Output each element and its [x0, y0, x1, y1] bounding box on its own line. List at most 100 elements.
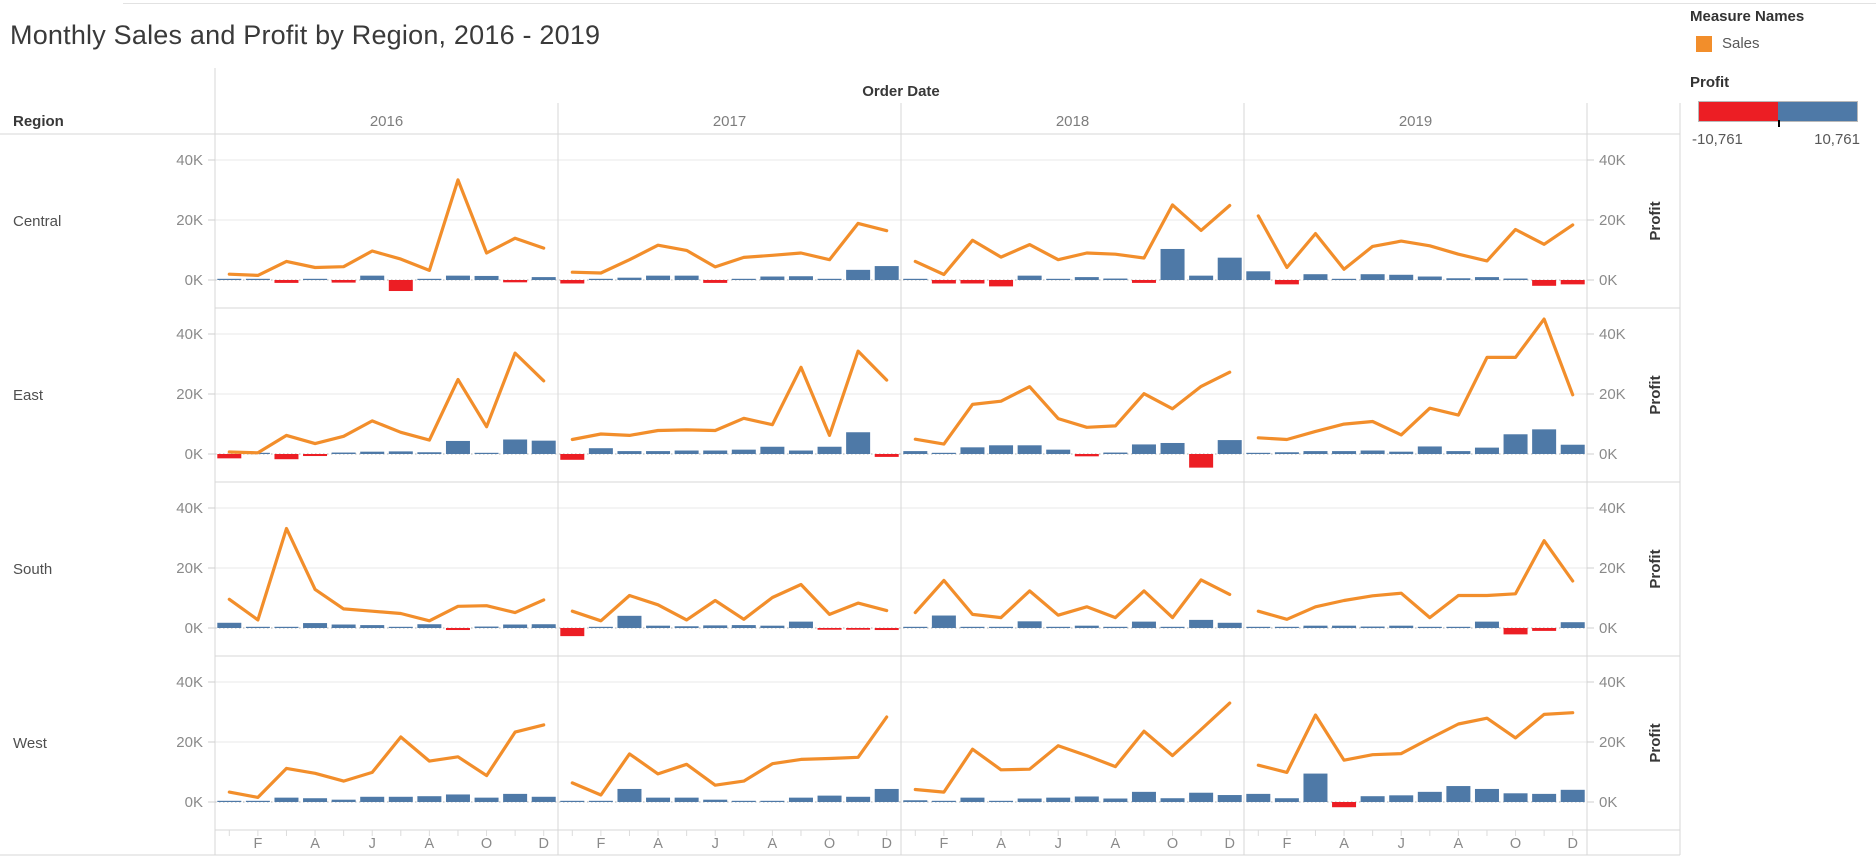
profit-bar[interactable]: [245, 800, 270, 802]
profit-bar[interactable]: [1446, 786, 1471, 802]
profit-bar[interactable]: [1103, 452, 1128, 454]
profit-bar[interactable]: [303, 278, 328, 280]
profit-bar[interactable]: [1217, 795, 1242, 802]
profit-bar[interactable]: [846, 796, 871, 802]
profit-bar[interactable]: [417, 796, 442, 802]
profit-bar[interactable]: [360, 275, 385, 280]
profit-bar[interactable]: [931, 615, 956, 628]
profit-bar[interactable]: [1560, 622, 1585, 628]
region-row-header[interactable]: East: [13, 387, 44, 404]
profit-bar[interactable]: [703, 625, 728, 628]
profit-bar[interactable]: [1417, 791, 1442, 802]
profit-bar[interactable]: [674, 450, 699, 454]
profit-bar[interactable]: [1274, 798, 1299, 802]
profit-bar[interactable]: [245, 626, 270, 628]
sales-line[interactable]: [570, 349, 889, 442]
profit-bar[interactable]: [1074, 796, 1099, 802]
profit-bar[interactable]: [1389, 625, 1414, 628]
profit-bar[interactable]: [1360, 796, 1385, 802]
profit-bar[interactable]: [1532, 628, 1557, 631]
profit-bar[interactable]: [1417, 626, 1442, 628]
profit-bar[interactable]: [1303, 274, 1328, 280]
sales-line[interactable]: [570, 582, 889, 623]
profit-bar[interactable]: [1046, 797, 1071, 802]
profit-bar[interactable]: [1189, 792, 1214, 802]
profit-bar[interactable]: [388, 796, 413, 802]
sales-line[interactable]: [913, 701, 1232, 794]
profit-bar[interactable]: [503, 280, 528, 283]
profit-bar[interactable]: [1474, 277, 1499, 280]
profit-bar[interactable]: [1017, 445, 1042, 454]
profit-bar[interactable]: [1131, 621, 1156, 628]
profit-bar[interactable]: [960, 447, 985, 454]
profit-bar[interactable]: [846, 269, 871, 280]
profit-bar[interactable]: [503, 439, 528, 455]
sales-line[interactable]: [1256, 214, 1575, 271]
profit-bar[interactable]: [760, 625, 785, 628]
profit-bar[interactable]: [1560, 789, 1585, 802]
profit-bar[interactable]: [903, 278, 928, 280]
profit-bar[interactable]: [1160, 248, 1185, 280]
profit-bar[interactable]: [703, 450, 728, 454]
profit-bar[interactable]: [1474, 788, 1499, 802]
profit-bar[interactable]: [1217, 257, 1242, 280]
profit-bar[interactable]: [588, 278, 613, 280]
profit-bar[interactable]: [1532, 793, 1557, 802]
profit-bar[interactable]: [1503, 793, 1528, 802]
profit-bar[interactable]: [503, 793, 528, 802]
profit-bar[interactable]: [760, 800, 785, 802]
profit-bar[interactable]: [903, 626, 928, 628]
profit-bar[interactable]: [274, 626, 299, 628]
region-row-header[interactable]: South: [13, 561, 52, 578]
profit-bar[interactable]: [445, 440, 470, 454]
profit-bar[interactable]: [931, 452, 956, 454]
profit-bar[interactable]: [245, 278, 270, 280]
sales-color-swatch-icon[interactable]: [1696, 35, 1712, 52]
profit-bar[interactable]: [846, 432, 871, 454]
profit-bar[interactable]: [674, 626, 699, 628]
profit-bar[interactable]: [617, 615, 642, 628]
year-column-header[interactable]: 2016: [370, 113, 403, 130]
profit-bar[interactable]: [1246, 452, 1271, 454]
profit-bar[interactable]: [1131, 280, 1156, 283]
profit-bar[interactable]: [303, 454, 328, 457]
profit-bar[interactable]: [1246, 793, 1271, 802]
profit-bar[interactable]: [1474, 447, 1499, 454]
profit-bar[interactable]: [646, 625, 671, 628]
profit-bar[interactable]: [1332, 451, 1357, 454]
profit-bar[interactable]: [1189, 275, 1214, 280]
profit-bar[interactable]: [1274, 626, 1299, 628]
profit-bar[interactable]: [989, 800, 1014, 802]
profit-bar[interactable]: [1189, 454, 1214, 468]
profit-bar[interactable]: [817, 446, 842, 454]
profit-bar[interactable]: [788, 797, 813, 802]
profit-bar[interactable]: [331, 624, 356, 628]
profit-bar[interactable]: [303, 623, 328, 628]
profit-bar[interactable]: [560, 454, 585, 460]
profit-bar[interactable]: [474, 797, 499, 802]
profit-bar[interactable]: [1446, 451, 1471, 454]
profit-bar[interactable]: [1046, 626, 1071, 628]
profit-bar[interactable]: [1332, 802, 1357, 808]
profit-bar[interactable]: [1131, 444, 1156, 454]
profit-bar[interactable]: [417, 624, 442, 628]
profit-bar[interactable]: [1503, 278, 1528, 280]
profit-bar[interactable]: [1446, 626, 1471, 628]
sales-line[interactable]: [227, 351, 546, 455]
legend-item-sales[interactable]: Sales: [1696, 35, 1870, 52]
profit-bar[interactable]: [445, 275, 470, 280]
profit-bar[interactable]: [1274, 280, 1299, 285]
profit-bar[interactable]: [474, 275, 499, 280]
profit-bar[interactable]: [760, 276, 785, 280]
profit-bar[interactable]: [703, 799, 728, 802]
profit-bar[interactable]: [960, 626, 985, 628]
profit-bar[interactable]: [1503, 628, 1528, 635]
profit-bar[interactable]: [817, 795, 842, 802]
profit-bar[interactable]: [989, 626, 1014, 628]
profit-bar[interactable]: [646, 797, 671, 802]
profit-bar[interactable]: [1360, 450, 1385, 454]
region-row-header[interactable]: West: [13, 735, 48, 752]
sales-line[interactable]: [227, 723, 546, 800]
profit-bar[interactable]: [731, 800, 756, 802]
sales-line[interactable]: [570, 221, 889, 275]
